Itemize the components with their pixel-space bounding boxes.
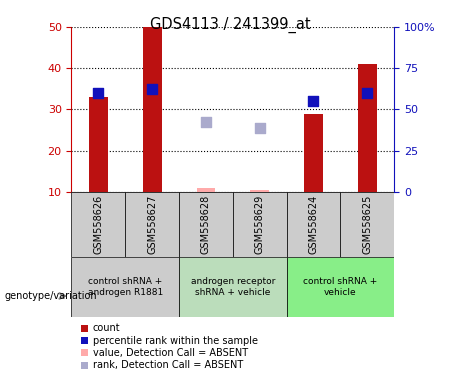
Text: GSM558624: GSM558624 (308, 195, 319, 254)
Text: genotype/variation: genotype/variation (5, 291, 97, 301)
Point (148, 86, 156, 92)
Text: GSM558628: GSM558628 (201, 195, 211, 254)
Text: GDS4113 / 241399_at: GDS4113 / 241399_at (150, 17, 311, 33)
Bar (250, 190, 269, 192)
Bar (89, 97, 108, 192)
Bar (125, 192, 179, 257)
Text: count: count (93, 323, 120, 333)
Bar (71, 192, 125, 257)
Point (95, 90, 102, 96)
Point (202, 119, 210, 125)
Text: control shRNA +
androgen R1881: control shRNA + androgen R1881 (88, 277, 163, 297)
Bar (358, 64, 377, 192)
Point (364, 90, 371, 96)
Text: control shRNA +
vehicle: control shRNA + vehicle (303, 277, 378, 297)
Text: percentile rank within the sample: percentile rank within the sample (93, 336, 258, 346)
Bar (196, 188, 215, 192)
Text: GSM558629: GSM558629 (254, 195, 265, 254)
Point (310, 98, 317, 104)
Bar (179, 192, 233, 257)
Text: GSM558627: GSM558627 (147, 195, 157, 254)
Text: androgen receptor
shRNA + vehicle: androgen receptor shRNA + vehicle (190, 277, 275, 297)
Bar (179, 257, 287, 317)
Text: GSM558626: GSM558626 (93, 195, 103, 254)
Point (256, 125, 263, 131)
Bar (287, 257, 394, 317)
Bar (71, 257, 179, 317)
Bar (143, 27, 161, 192)
Text: rank, Detection Call = ABSENT: rank, Detection Call = ABSENT (93, 360, 243, 370)
Bar (233, 192, 287, 257)
Text: value, Detection Call = ABSENT: value, Detection Call = ABSENT (93, 348, 248, 358)
Bar (287, 192, 340, 257)
Text: GSM558625: GSM558625 (362, 195, 372, 254)
Bar (304, 114, 323, 192)
Bar (340, 192, 394, 257)
